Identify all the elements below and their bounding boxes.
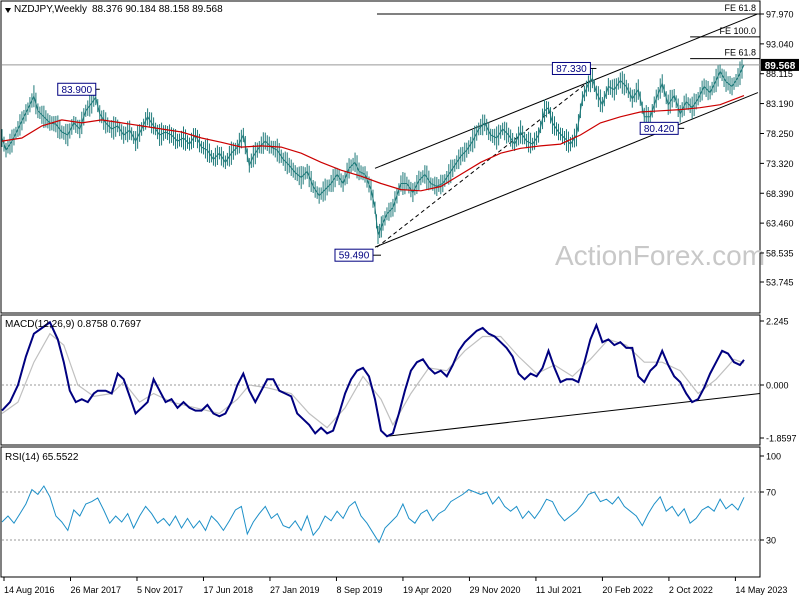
price-label-box xyxy=(551,61,591,75)
date-tick-label: 5 Nov 2017 xyxy=(137,585,183,595)
rsi-layer xyxy=(1,485,760,544)
price-axis-tick-label: 53.745 xyxy=(766,278,794,288)
date-tick-label: 2 Oct 2022 xyxy=(669,585,713,595)
date-tick-label: 14 Aug 2016 xyxy=(4,585,55,595)
date-tick-label: 17 Jun 2018 xyxy=(203,585,253,595)
macd-layer xyxy=(1,320,761,438)
rsi-line xyxy=(1,485,745,544)
fib-level-label: FE 100.0 xyxy=(719,26,756,36)
header: NZDJPY,Weekly 88.376 90.184 88.158 89.56… xyxy=(5,4,223,15)
rsi-axis-tick-label: 30 xyxy=(766,536,776,546)
macd-trend-line xyxy=(386,393,761,437)
price-label-box xyxy=(334,248,374,262)
dashed-trend-line xyxy=(376,78,593,248)
price-label: 59.490 xyxy=(339,251,370,262)
price-label-box xyxy=(639,121,679,135)
price-series xyxy=(1,64,745,236)
price-label: 87.330 xyxy=(556,64,587,75)
channel-line xyxy=(374,13,759,169)
price-panel xyxy=(0,0,761,314)
rsi-axis-tick-label: 100 xyxy=(766,452,781,462)
macd-axis-tick-label: 0.000 xyxy=(766,380,789,390)
date-tick-label: 19 Apr 2020 xyxy=(403,585,452,595)
rsi-panel xyxy=(0,446,761,578)
current-price-tag-label: 89.568 xyxy=(765,61,796,72)
ohlc-values: 88.376 90.184 88.158 89.568 xyxy=(92,4,223,15)
price-axis-tick-label: 88.115 xyxy=(766,69,793,79)
current-price-tag xyxy=(761,58,799,71)
channel-line xyxy=(374,92,759,248)
date-tick-label: 11 Jul 2021 xyxy=(536,585,582,595)
date-tick-label: 8 Sep 2019 xyxy=(336,585,382,595)
date-tick-label: 26 Mar 2017 xyxy=(70,585,121,595)
watermark: ActionForex.com xyxy=(555,240,765,271)
macd-axis-tick-label: -1.8597 xyxy=(766,434,797,444)
date-tick-label: 27 Jan 2019 xyxy=(270,585,320,595)
date-tick-label: 14 May 2023 xyxy=(735,585,787,595)
price-layer: FE 61.8 FE 100.0 FE 61.8 83.900 59.490 87.330… xyxy=(1,3,760,262)
macd-line xyxy=(1,320,745,438)
price-axis-tick-label: 93.040 xyxy=(766,39,794,49)
price-axis-tick-label: 73.320 xyxy=(766,159,794,169)
dropdown-arrow-icon[interactable] xyxy=(5,8,11,13)
moving-average-line xyxy=(1,95,745,192)
price-axis-tick-label: 78.250 xyxy=(766,129,794,139)
price-label-box xyxy=(57,82,97,96)
axis-layer: 89.568 97.970 93.040 88.115 83.190 78.250 73.3… xyxy=(3,10,799,595)
price-axis-tick-label: 83.190 xyxy=(766,99,794,109)
price-label: 83.900 xyxy=(61,85,92,96)
fib-level-label: FE 61.8 xyxy=(724,3,756,13)
price-axis-tick-label: 68.390 xyxy=(766,189,794,199)
macd-panel xyxy=(0,314,761,446)
symbol-label: NZDJPY,Weekly xyxy=(14,4,87,15)
rsi-axis-tick-label: 70 xyxy=(766,488,776,498)
macd-title: MACD(12,26,9) 0.8758 0.7697 xyxy=(5,319,142,330)
macd-axis-tick-label: 2.245 xyxy=(766,317,789,327)
price-label: 80.420 xyxy=(644,124,675,135)
date-tick-label: 20 Feb 2022 xyxy=(602,585,653,595)
price-axis-tick-label: 58.535 xyxy=(766,248,794,258)
date-tick-label: 29 Nov 2020 xyxy=(469,585,520,595)
fib-level-label: FE 61.8 xyxy=(724,48,756,58)
rsi-title: RSI(14) 65.5522 xyxy=(5,452,79,463)
price-axis-tick-label: 97.970 xyxy=(766,10,794,20)
price-axis-tick-label: 63.460 xyxy=(766,219,794,229)
